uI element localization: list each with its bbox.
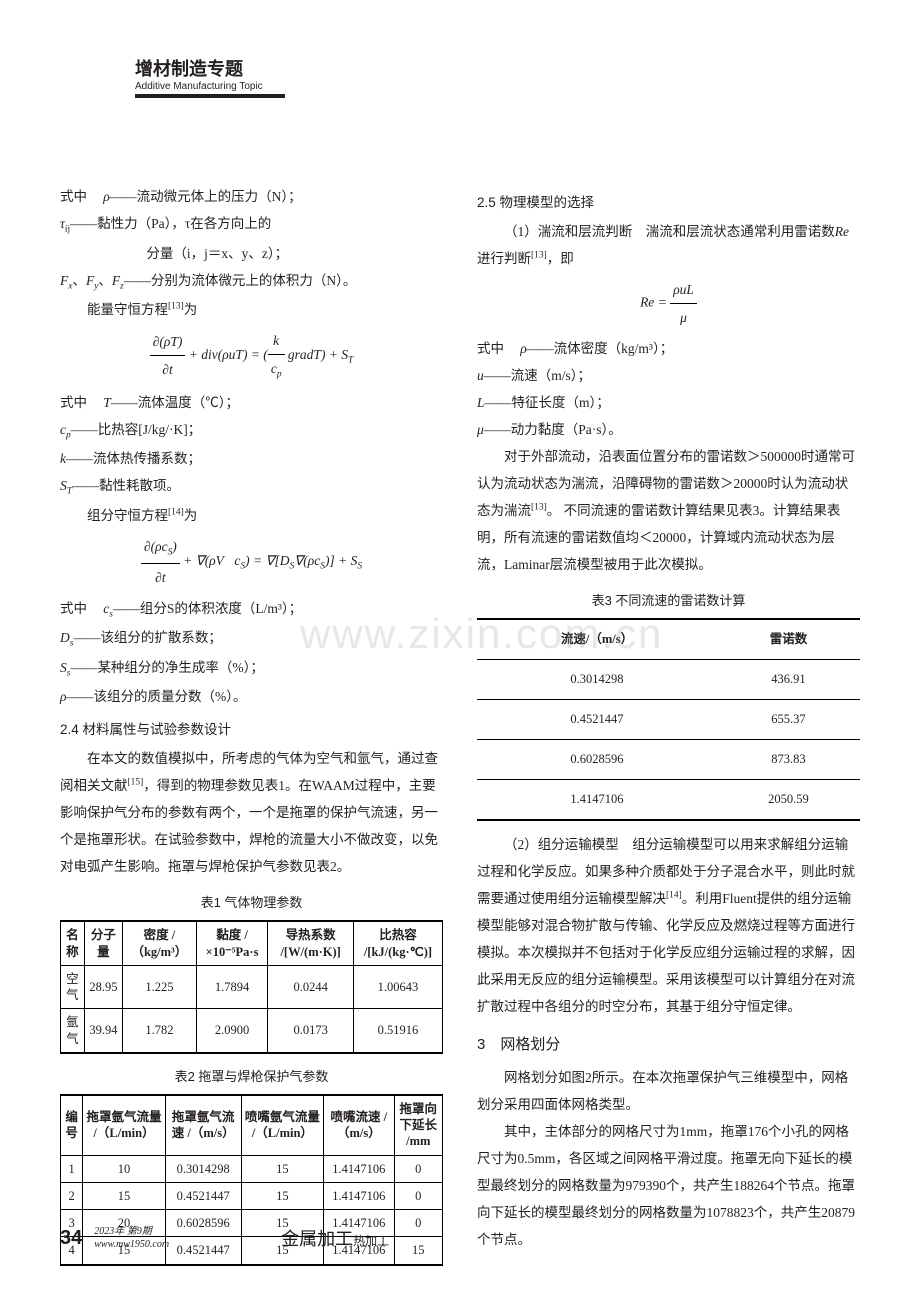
table-row: 0.3014298436.91: [477, 660, 860, 700]
table3: 流速/（m/s） 雷诺数 0.3014298436.91 0.452144765…: [477, 618, 860, 821]
L-definition: L——特征长度（m）；: [477, 389, 860, 416]
cs-definition: 式中 cs——组分S的体积浓度（L/m³）；: [60, 595, 443, 625]
component-equation: ∂(ρcS)∂t + ∇(ρV⃗cS) = ∇[DS∇(ρcS)] + SS: [60, 533, 443, 591]
tau-definition: τij——黏性力（Pa），τ在各方向上的: [60, 210, 443, 240]
table-row: 1100.3014298151.41471060: [61, 1155, 443, 1182]
rho-definition: 式中 ρ——流动微元体上的压力（N）；: [60, 183, 443, 210]
page-number: 34: [60, 1227, 82, 1250]
footer-meta: 2023年 第9期 www.mw1950.com: [94, 1225, 169, 1251]
rho-re-definition: 式中 ρ——流体密度（kg/m³）；: [477, 335, 860, 362]
comp-intro: 组分守恒方程[14]为: [60, 502, 443, 529]
table-row: 1.41471062050.59: [477, 780, 860, 821]
energy-equation: ∂(ρT)∂t + div(ρuT) = (kcp gradT) + ST: [60, 327, 443, 385]
header-en: Additive Manufacturing Topic: [135, 81, 860, 92]
left-column: 式中 ρ——流动微元体上的压力（N）； τij——黏性力（Pa），τ在各方向上的…: [60, 183, 443, 1266]
section-3: 3 网格划分: [477, 1030, 860, 1060]
para-2-5c: （2）组分运输模型 组分运输模型可以用来求解组分运输过程和化学反应。如果多种介质…: [477, 831, 860, 1020]
table-row: 氩气39.941.7822.09000.01730.51916: [61, 1009, 443, 1053]
section-2-4: 2.4 材料属性与试验参数设计: [60, 716, 443, 743]
header-underline: [135, 94, 285, 98]
T-definition: 式中 T——流体温度（℃）；: [60, 389, 443, 416]
tau-continuation: 分量（i，j＝x、y、z）；: [60, 240, 443, 267]
table1-caption: 表1 气体物理参数: [60, 890, 443, 916]
page-footer: 34 2023年 第9期 www.mw1950.com 金属加工热加工: [60, 1225, 860, 1251]
para-3a: 网格划分如图2所示。在本次拖罩保护气三维模型中，网格划分采用四面体网格类型。: [477, 1064, 860, 1118]
right-column: 2.5 物理模型的选择 （1）湍流和层流判断 湍流和层流状态通常利用雷诺数Re进…: [477, 183, 860, 1266]
para-2-4: 在本文的数值模拟中，所考虑的气体为空气和氩气，通过查阅相关文献[15]，得到的物…: [60, 745, 443, 880]
f-definition: Fx、Fy、Fz——分别为流体微元上的体积力（N）。: [60, 267, 443, 297]
journal-title: 金属加工热加工: [281, 1225, 389, 1251]
table-row: 0.4521447655.37: [477, 700, 860, 740]
ss-definition: Ss——某种组分的净生成率（%）；: [60, 654, 443, 684]
topic-header: 增材制造专题 Additive Manufacturing Topic: [135, 55, 860, 98]
reynolds-equation: Re = ρuLμ: [477, 276, 860, 331]
mu-definition: μ——动力黏度（Pa·s）。: [477, 416, 860, 443]
ds-definition: Ds——该组分的扩散系数；: [60, 624, 443, 654]
header-cn: 增材制造专题: [135, 55, 860, 81]
k-definition: k——流体热传播系数；: [60, 445, 443, 472]
para-2-5a: （1）湍流和层流判断 湍流和层流状态通常利用雷诺数Re进行判断[13]，即: [477, 218, 860, 272]
cp-definition: cp——比热容[J/kg/·K]；: [60, 416, 443, 446]
rho-comp-definition: ρ——该组分的质量分数（%）。: [60, 683, 443, 710]
energy-intro: 能量守恒方程[13]为: [60, 296, 443, 323]
table-row: 0.6028596873.83: [477, 740, 860, 780]
u-definition: u——流速（m/s）；: [477, 362, 860, 389]
st-definition: ST——黏性耗散项。: [60, 472, 443, 502]
table1: 名称 分子量 密度 /（kg/m³） 黏度 / ×10⁻⁵Pa·s 导热系数 /…: [60, 920, 443, 1054]
para-2-5b: 对于外部流动，沿表面位置分布的雷诺数＞500000时通常可认为流动状态为湍流，沿…: [477, 443, 860, 578]
table-row: 2150.4521447151.41471060: [61, 1182, 443, 1209]
table-row: 空气28.951.2251.78940.02441.00643: [61, 965, 443, 1009]
two-column-body: 式中 ρ——流动微元体上的压力（N）； τij——黏性力（Pa），τ在各方向上的…: [60, 183, 860, 1266]
table2-caption: 表2 拖罩与焊枪保护气参数: [60, 1064, 443, 1090]
table3-caption: 表3 不同流速的雷诺数计算: [477, 588, 860, 614]
section-2-5: 2.5 物理模型的选择: [477, 189, 860, 216]
